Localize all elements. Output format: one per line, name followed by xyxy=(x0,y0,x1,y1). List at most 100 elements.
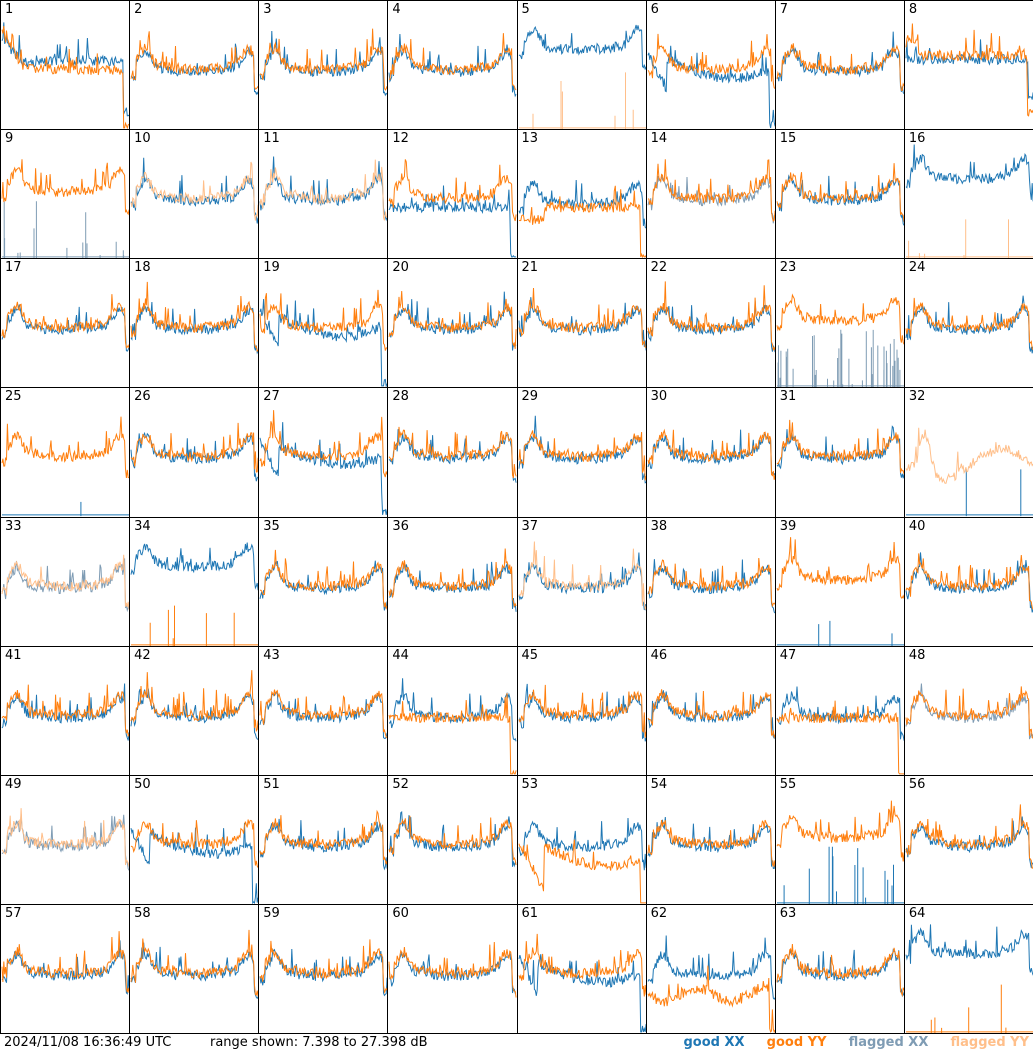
spectrum-plot-33 xyxy=(1,554,130,612)
antenna-label: 19 xyxy=(263,260,280,276)
antenna-label: 56 xyxy=(908,776,926,792)
antenna-panel-38: 38 xyxy=(645,516,776,647)
xx-line-64 xyxy=(905,924,1033,976)
antenna-panel-28: 28 xyxy=(387,387,518,518)
spectrum-plot-7 xyxy=(776,31,904,95)
antenna-panel-11: 11 xyxy=(258,129,389,260)
yy-line-6 xyxy=(647,33,775,89)
spectrum-plot-36 xyxy=(388,547,517,612)
antenna-panel-13: 13 xyxy=(516,129,647,260)
antenna-label: 6 xyxy=(650,2,659,17)
antenna-panel-40: 40 xyxy=(903,516,1033,647)
range-shown: range shown: 7.398 to 27.398 dB xyxy=(210,1035,428,1050)
yy-line-40 xyxy=(905,552,1033,610)
xx-line-7 xyxy=(776,31,904,95)
spectrum-plot-59 xyxy=(259,939,388,997)
spectrum-plot-52 xyxy=(388,810,517,868)
antenna-label: 23 xyxy=(779,260,797,276)
yy-line-48 xyxy=(905,685,1033,739)
antenna-label: 22 xyxy=(650,260,668,276)
xx-line-43 xyxy=(259,691,388,739)
antenna-panel-30: 30 xyxy=(645,387,776,518)
antenna-panel-31: 31 xyxy=(774,387,905,518)
yy-line-53 xyxy=(518,839,646,904)
antenna-panel-54: 54 xyxy=(645,774,776,905)
antenna-label: 12 xyxy=(392,131,409,147)
yy-line-15 xyxy=(776,163,904,222)
yy-line-17 xyxy=(1,294,130,349)
spectrum-plot-57 xyxy=(1,930,130,995)
xx-spikes-32 xyxy=(965,469,1022,517)
antenna-label: 7 xyxy=(779,2,789,17)
xx-line-16 xyxy=(905,144,1033,202)
antenna-label: 8 xyxy=(908,2,918,17)
antenna-label: 31 xyxy=(779,389,797,405)
yy-spikes-5 xyxy=(532,72,634,130)
spectrum-plot-30 xyxy=(647,429,775,481)
antenna-panel-14: 14 xyxy=(645,129,776,260)
yy-line-39 xyxy=(776,536,904,599)
spectrum-plot-12 xyxy=(388,159,517,258)
antenna-panel-59: 59 xyxy=(258,903,389,1034)
xx-line-47 xyxy=(776,686,904,741)
yy-line-62 xyxy=(647,965,775,1033)
spectrum-plot-46 xyxy=(647,688,775,739)
yy-line-35 xyxy=(260,549,388,610)
antenna-panel-39: 39 xyxy=(774,516,905,647)
antenna-label: 55 xyxy=(779,776,797,792)
xx-line-54 xyxy=(647,816,775,869)
spectrum-plot-42 xyxy=(130,669,259,740)
antenna-panel-1: 1 xyxy=(0,0,131,131)
xx-spikes-55 xyxy=(783,846,894,904)
antenna-label: 51 xyxy=(263,776,280,792)
xx-line-61 xyxy=(518,954,646,1033)
antenna-label: 3 xyxy=(263,2,272,17)
legend: good XX good YY flagged XX flagged YY xyxy=(665,1035,1029,1050)
yy-line-55 xyxy=(776,800,904,862)
spectrum-plot-61 xyxy=(518,933,646,1033)
antenna-label: 4 xyxy=(392,2,401,17)
spectrum-plot-19 xyxy=(259,290,388,388)
xx-line-50 xyxy=(130,822,259,904)
spectrum-plot-49 xyxy=(1,807,130,871)
antenna-label: 52 xyxy=(392,776,409,792)
antenna-panel-19: 19 xyxy=(258,258,389,389)
antenna-panel-57: 57 xyxy=(0,903,131,1034)
yy-line-60 xyxy=(388,941,517,998)
antenna-label: 37 xyxy=(521,518,539,534)
xx-line-60 xyxy=(388,951,517,994)
antenna-panel-46: 46 xyxy=(645,645,776,776)
xx-line-62 xyxy=(647,935,775,1000)
yy-line-47 xyxy=(776,700,904,775)
antenna-panel-25: 25 xyxy=(0,387,131,518)
yy-line-30 xyxy=(647,429,775,481)
spectrum-plot-37 xyxy=(518,540,646,610)
antenna-panel-2: 2 xyxy=(129,0,260,131)
antenna-label: 16 xyxy=(908,131,926,147)
spectrum-plot-18 xyxy=(130,282,259,355)
antenna-label: 33 xyxy=(5,518,22,534)
antenna-label: 62 xyxy=(650,905,668,921)
yy-line-59 xyxy=(259,939,388,994)
spectrum-plot-20 xyxy=(388,291,517,351)
legend-flagged-yy: flagged YY xyxy=(950,1035,1030,1050)
antenna-label: 27 xyxy=(263,389,280,405)
yy-line-49 xyxy=(1,807,130,867)
antenna-label: 36 xyxy=(392,518,409,534)
antenna-panel-23: 23 xyxy=(774,258,905,389)
antenna-label: 61 xyxy=(521,905,539,921)
antenna-panel-41: 41 xyxy=(0,645,131,776)
yy-line-27 xyxy=(259,410,388,478)
yy-line-10 xyxy=(130,161,259,221)
antenna-panel-4: 4 xyxy=(387,0,518,131)
yy-line-56 xyxy=(905,804,1033,869)
antenna-label: 14 xyxy=(650,131,668,147)
antenna-label: 49 xyxy=(5,776,22,792)
antenna-panel-16: 16 xyxy=(903,129,1033,260)
antenna-label: 5 xyxy=(521,2,530,17)
antenna-label: 26 xyxy=(134,389,151,405)
antenna-label: 53 xyxy=(521,776,539,792)
antenna-panel-17: 17 xyxy=(0,258,131,389)
spectrum-plot-2 xyxy=(130,31,259,96)
